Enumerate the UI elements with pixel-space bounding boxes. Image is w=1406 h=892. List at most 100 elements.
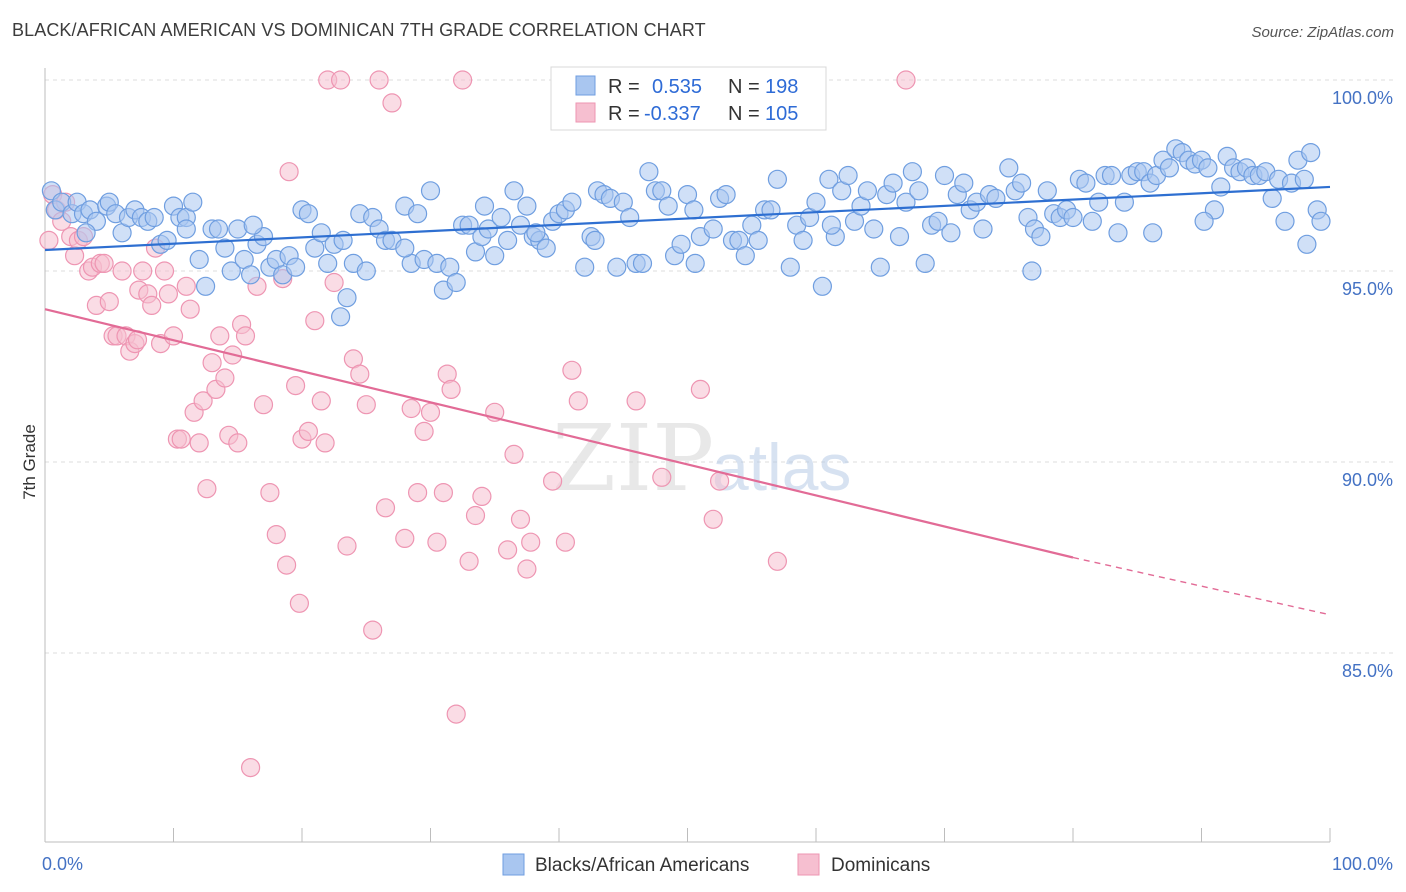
- black-point-124: [864, 219, 884, 239]
- black-point-80: [562, 192, 582, 212]
- dominican-point-73: [395, 528, 415, 549]
- source-label: Source: ZipAtlas.com: [1251, 24, 1394, 41]
- black-point-105: [735, 246, 755, 266]
- legend-r-value-pink: -0.337: [644, 103, 701, 125]
- dominican-point-27: [154, 261, 175, 281]
- black-point-73: [517, 196, 537, 216]
- black-point-38: [286, 257, 306, 277]
- dominican-point-92: [542, 471, 563, 491]
- dominican-point-35: [189, 433, 209, 453]
- black-point-201: [76, 223, 96, 243]
- dominican-point-44: [228, 433, 248, 453]
- black-point-175: [1198, 158, 1218, 178]
- dominican-point-90: [510, 509, 531, 529]
- dominican-point-14: [99, 292, 119, 312]
- legend-swatch-blue: [575, 75, 596, 96]
- black-point-161: [1108, 223, 1128, 243]
- black-point-100: [703, 219, 723, 239]
- dominican-point-91: [517, 559, 537, 579]
- dominican-point-36: [193, 391, 213, 411]
- black-point-28: [221, 261, 241, 281]
- dominican-point-67: [350, 364, 370, 384]
- black-point-86: [607, 257, 627, 277]
- series-legend: Blacks/African Americans Dominicans: [502, 853, 930, 876]
- x-tick-label-1: 100.0%: [1332, 854, 1393, 874]
- dominican-point-58: [298, 421, 318, 441]
- black-point-204: [1297, 234, 1317, 254]
- black-point-18: [157, 230, 177, 250]
- dominican-point-24: [142, 295, 162, 315]
- dominican-point-77: [420, 402, 441, 422]
- legend-n-value-pink: 105: [765, 103, 798, 125]
- dominican-point-56: [289, 593, 309, 613]
- black-point-23: [189, 249, 209, 270]
- black-point-113: [793, 230, 813, 250]
- black-point-31: [241, 265, 261, 285]
- y-tick-label-3: 85.0%: [1342, 661, 1393, 681]
- black-point-169: [1159, 158, 1180, 178]
- black-point-138: [954, 173, 974, 193]
- x-tick-labels: 0.0% 100.0%: [42, 854, 1393, 874]
- dominican-point-37: [197, 479, 217, 499]
- dominican-point-31: [171, 429, 191, 449]
- watermark-atlas: atlas: [712, 430, 851, 504]
- black-point-202: [176, 219, 196, 239]
- dominican-point-78: [427, 532, 447, 552]
- dominican-point-63: [324, 272, 344, 293]
- black-point-98: [684, 200, 704, 220]
- black-point-120: [838, 165, 858, 186]
- legend-n-value-blue: 198: [765, 76, 798, 98]
- black-point-40: [298, 204, 318, 224]
- stats-legend: R = 0.535 N = 198 R = -0.337 N = 105: [550, 66, 827, 131]
- bottom-legend-swatch-pink: [797, 853, 820, 876]
- dominican-point-59: [305, 311, 325, 331]
- black-point-110: [767, 169, 788, 189]
- dominican-point-103: [521, 532, 541, 552]
- black-point-185: [1262, 188, 1282, 208]
- black-point-132: [915, 253, 935, 273]
- dominican-point-72: [382, 93, 402, 113]
- dominican-trend-extension: [1072, 556, 1331, 616]
- black-point-190: [1294, 169, 1314, 189]
- dominican-point-70: [369, 70, 389, 90]
- legend-n-label-pink: N =: [728, 103, 760, 125]
- black-point-45: [331, 307, 351, 327]
- dominican-point-75: [408, 483, 428, 503]
- chart-title: BLACK/AFRICAN AMERICAN VS DOMINICAN 7TH …: [12, 20, 706, 40]
- watermark-zip: ZIP: [552, 405, 714, 512]
- dominican-point-86: [472, 486, 492, 506]
- black-point-157: [1082, 211, 1102, 231]
- legend-swatch-pink: [575, 102, 596, 123]
- black-point-198: [585, 230, 605, 250]
- y-tick-label-1: 95.0%: [1342, 279, 1393, 299]
- dominican-point-74: [401, 398, 421, 419]
- black-point-141: [973, 219, 993, 239]
- dominican-point-22: [133, 261, 153, 281]
- black-point-102: [716, 185, 736, 205]
- black-point-146: [1011, 173, 1032, 193]
- dominican-point-76: [414, 421, 434, 441]
- black-point-90: [632, 253, 653, 273]
- black-point-46: [337, 288, 357, 308]
- dominican-point-69: [363, 620, 383, 640]
- black-point-58: [420, 181, 441, 201]
- black-point-131: [909, 181, 929, 201]
- black-point-156: [1076, 173, 1096, 193]
- black-point-123: [857, 181, 878, 201]
- dominican-point-93: [555, 532, 576, 552]
- black-point-135: [934, 165, 955, 186]
- dominican-point-88: [498, 540, 518, 560]
- dominican-point-94: [562, 360, 582, 380]
- dominican-point-33: [180, 299, 200, 319]
- black-point-91: [639, 162, 659, 182]
- black-point-136: [941, 223, 961, 243]
- dominican-point-95: [568, 391, 588, 411]
- black-points: [41, 139, 1331, 327]
- black-point-205: [685, 253, 705, 273]
- legend-r-label-blue: R =: [608, 76, 640, 98]
- black-point-71: [504, 181, 524, 201]
- dominican-point-68: [356, 395, 376, 415]
- dominican-point-54: [279, 162, 299, 182]
- black-point-144: [999, 158, 1019, 178]
- y-tick-labels: 100.0% 95.0% 90.0% 85.0%: [1332, 88, 1393, 681]
